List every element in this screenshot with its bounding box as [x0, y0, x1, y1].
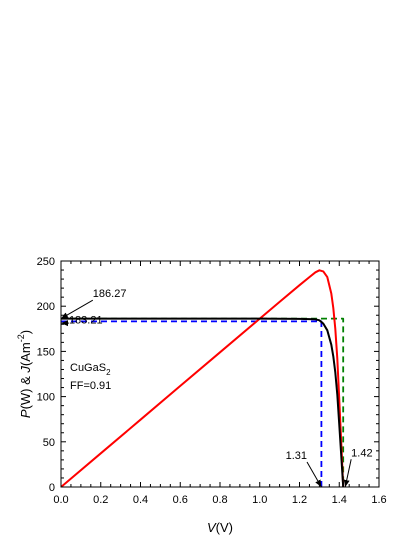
x-tick-label: 1.6 — [371, 494, 386, 506]
x-tick-label: 1.4 — [332, 494, 347, 506]
x-tick-label: 0.8 — [212, 494, 227, 506]
y-tick-label: 100 — [37, 392, 55, 404]
axes-layer: 0.0 0.2 0.4 0.6 0.8 1.0 1.2 1.4 1.6 0 50 100 150 200 2… — [37, 256, 387, 506]
annotation-arrow — [60, 299, 94, 320]
material-label: CuGaS2 — [70, 362, 111, 377]
x-tick-label: 0.2 — [93, 494, 108, 506]
annotation-label: 186.27 — [93, 288, 127, 300]
x-tick-label: 0.0 — [53, 494, 68, 506]
y-tick-label: 200 — [37, 301, 55, 313]
x-tick-label: 0.6 — [173, 494, 188, 506]
series-line-power — [61, 269, 345, 487]
annotation-label: 183.21 — [69, 314, 103, 326]
y-tick-label: 0 — [49, 482, 55, 494]
series-line-mpp-rectangle — [61, 320, 323, 487]
fill-factor-label: FF=0.91 — [70, 380, 111, 392]
x-tick-label: 0.4 — [133, 494, 148, 506]
annotation-arrow — [343, 459, 352, 488]
annotation-label: 1.42 — [351, 447, 372, 459]
series-line-current — [61, 317, 345, 487]
annotation-label: 1.31 — [286, 450, 307, 462]
y-axis-title: P(W) & J(Am-2) — [16, 330, 33, 418]
y-tick-label: 50 — [43, 437, 55, 449]
x-tick-label: 1.2 — [292, 494, 307, 506]
annotation-layer: 186.27 183.21 1.31 1.42 — [60, 288, 373, 488]
series-layer — [61, 269, 345, 487]
y-tick-label: 150 — [37, 346, 55, 358]
annotation-arrow — [306, 461, 322, 488]
x-tick-label: 1.0 — [252, 494, 267, 506]
x-axis-title: V(V) — [207, 520, 233, 535]
y-tick-label: 250 — [37, 256, 55, 268]
